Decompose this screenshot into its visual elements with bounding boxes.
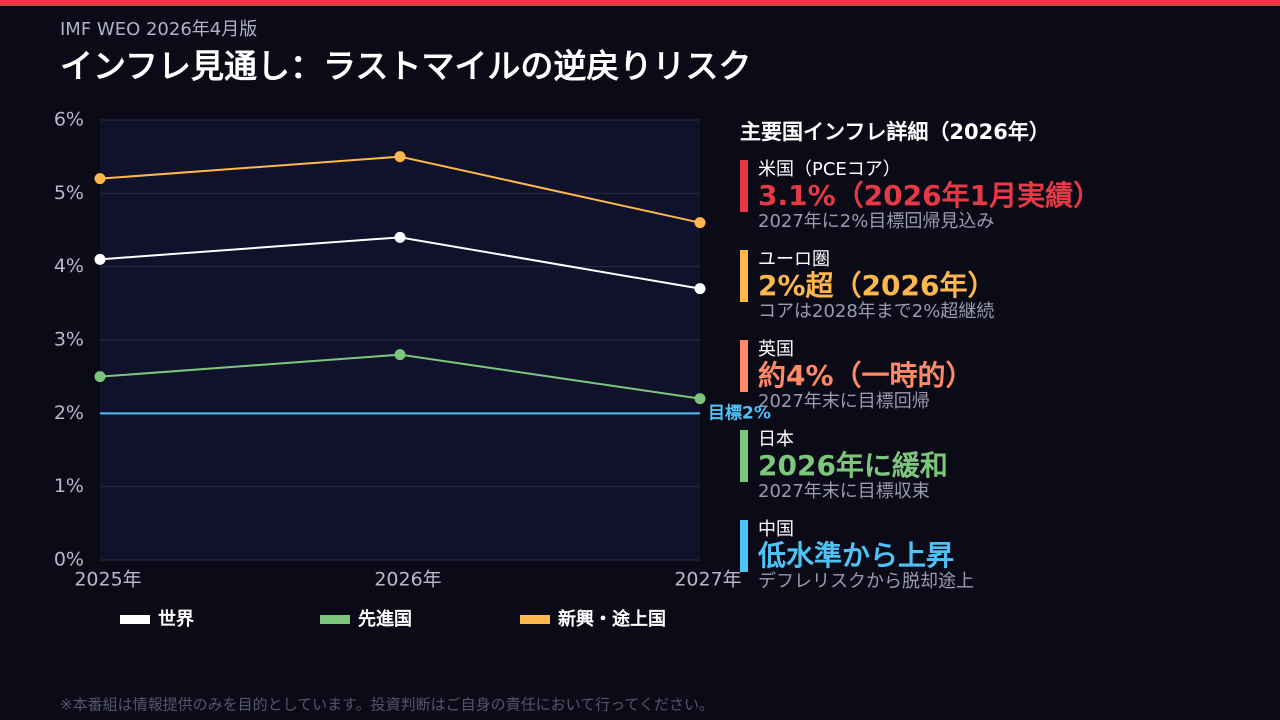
panel-accent — [740, 160, 748, 212]
panel-label: ユーロ圏 — [758, 249, 830, 270]
y-tick-label: 6% — [54, 109, 84, 131]
panel-accent — [740, 430, 748, 482]
data-point — [694, 393, 706, 405]
panel-label: 英国 — [758, 339, 794, 360]
panel-accent — [740, 520, 748, 572]
data-point — [694, 283, 706, 295]
y-tick-label: 2% — [54, 402, 84, 424]
y-tick-label: 0% — [54, 549, 84, 571]
panel-label: 米国（PCEコア） — [758, 159, 901, 180]
panel-value: 2%超（2026年） — [758, 269, 995, 302]
x-tick-label: 2025年 — [74, 569, 141, 591]
data-point — [94, 253, 106, 265]
legend-swatch — [120, 615, 150, 624]
panel-note: 2027年末に目標回帰 — [758, 391, 930, 412]
panel-value: 低水準から上昇 — [757, 539, 954, 572]
data-point — [94, 371, 106, 383]
legend-swatch — [320, 615, 350, 624]
data-point — [394, 231, 406, 243]
panel-note: コアは2028年まで2%超継続 — [758, 301, 994, 322]
panel-label: 日本 — [758, 429, 794, 450]
footer: ※本番組は情報提供のみを目的としています。投資判断はご自身の責任において行ってく… — [60, 696, 714, 714]
y-tick-label: 4% — [54, 255, 84, 277]
legend-label: 世界 — [158, 609, 194, 630]
panel-value: 約4%（一時的） — [758, 359, 974, 392]
panel-note: 2027年に2%目標回帰見込み — [758, 211, 994, 232]
x-tick-label: 2027年 — [674, 569, 741, 591]
y-tick-label: 1% — [54, 475, 84, 497]
panel-title: 主要国インフレ詳細（2026年） — [740, 120, 1050, 144]
legend-swatch — [520, 615, 550, 624]
target-label: 目標2% — [708, 402, 771, 423]
data-point — [394, 349, 406, 361]
subtitle: IMF WEO 2026年4月版 — [60, 19, 257, 40]
y-tick-label: 3% — [54, 329, 84, 351]
legend-label: 先進国 — [358, 608, 412, 630]
data-point — [394, 151, 406, 163]
panel-accent — [740, 250, 748, 302]
panel-value: 3.1%（2026年1月実績） — [758, 179, 1101, 212]
panel-accent — [740, 340, 748, 392]
panel-value: 2026年に緩和 — [758, 449, 948, 482]
top-bar — [0, 0, 1280, 6]
data-point — [694, 217, 706, 229]
panel-label: 中国 — [758, 519, 794, 540]
y-tick-label: 5% — [54, 182, 84, 204]
title: インフレ見通し：ラストマイルの逆戻りリスク — [60, 47, 751, 86]
panel-note: 2027年末に目標収束 — [758, 481, 930, 502]
panel-note: デフレリスクから脱却途上 — [758, 571, 974, 592]
x-tick-label: 2026年 — [374, 569, 441, 591]
data-point — [94, 173, 106, 185]
legend-label: 新興・途上国 — [558, 608, 666, 630]
